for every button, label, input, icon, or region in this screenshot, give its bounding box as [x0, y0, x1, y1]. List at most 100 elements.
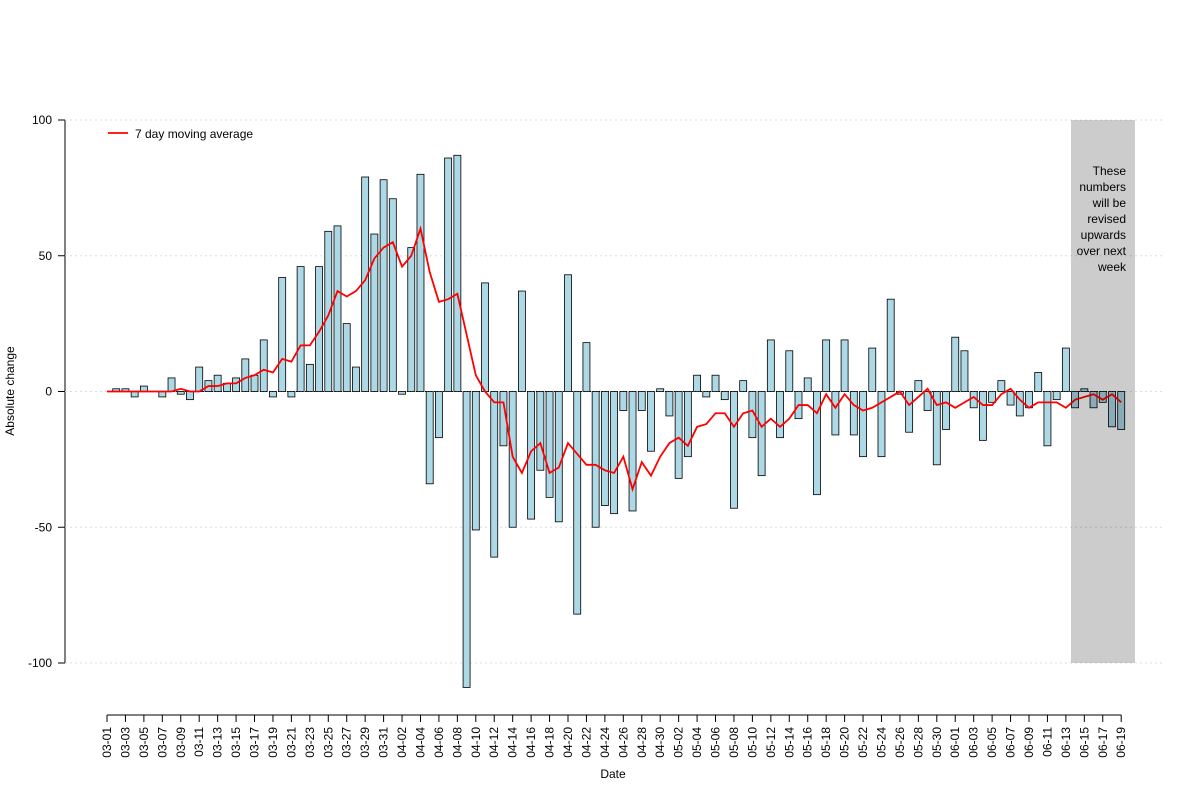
bar: [905, 391, 914, 433]
legend-label: 7 day moving average: [135, 127, 253, 141]
bar: [914, 380, 923, 392]
x-tick-label: 03-31: [377, 727, 391, 758]
revision-shade: [1071, 120, 1135, 663]
x-tick-label: 04-04: [413, 727, 427, 758]
y-tick-label: 50: [39, 249, 53, 263]
x-tick-label: 04-14: [506, 727, 520, 758]
x-tick-label: 06-13: [1059, 727, 1073, 758]
x-tick-label: 05-02: [672, 727, 686, 758]
moving-average-line: [107, 225, 1122, 493]
bar: [554, 391, 563, 523]
bar: [813, 391, 821, 496]
x-tick-label: 04-08: [450, 727, 464, 758]
bar: [471, 391, 480, 531]
bar: [1061, 347, 1070, 392]
bar: [1089, 391, 1098, 409]
bar: [518, 290, 526, 392]
bar: [259, 339, 268, 392]
x-tick-label: 04-02: [395, 727, 409, 758]
bar: [859, 391, 867, 458]
bar: [951, 336, 960, 392]
bar: [877, 391, 886, 458]
y-axis-label: Absolute change: [3, 346, 17, 436]
bar: [195, 366, 204, 392]
x-tick-label: 05-14: [782, 727, 796, 758]
bar: [1080, 388, 1089, 392]
bar: [1052, 391, 1061, 401]
annotation: These: [1093, 164, 1127, 178]
bar: [425, 391, 434, 485]
annotation: numbers: [1079, 180, 1126, 194]
x-tick-label: 03-09: [174, 727, 188, 758]
y-tick-label: 0: [45, 385, 52, 399]
x-tick-label: 05-30: [930, 727, 944, 758]
x-tick-label: 05-08: [727, 727, 741, 758]
bar: [545, 391, 554, 498]
bar: [730, 391, 738, 509]
bar: [803, 377, 812, 392]
x-tick-label: 04-18: [543, 727, 557, 758]
x-tick-label: 03-19: [266, 727, 280, 758]
x-tick-label: 06-05: [985, 727, 999, 758]
bar: [573, 391, 582, 615]
bar: [416, 173, 425, 392]
bar: [683, 391, 692, 458]
x-tick-label: 06-15: [1077, 727, 1091, 758]
bar: [213, 374, 222, 392]
x-tick-label: 05-12: [764, 727, 778, 758]
x-tick-label: 04-16: [524, 727, 538, 758]
bar: [932, 391, 941, 466]
x-tick-label: 06-09: [1022, 727, 1036, 758]
annotation: revised: [1087, 212, 1126, 226]
x-tick-label: 03-25: [321, 727, 335, 758]
x-tick-label: 06-01: [948, 727, 962, 758]
bar: [435, 391, 443, 439]
bar: [748, 391, 757, 439]
x-tick-label: 03-23: [303, 727, 317, 758]
bar: [693, 374, 701, 392]
bar: [840, 339, 849, 392]
bar: [278, 277, 287, 392]
bar: [287, 391, 296, 398]
x-tick-label: 05-06: [709, 727, 723, 758]
bar: [610, 391, 618, 515]
bar: [886, 298, 895, 392]
x-tick-label: 06-03: [967, 727, 981, 758]
bar: [453, 154, 462, 392]
bar: [296, 266, 305, 392]
bar: [407, 247, 416, 392]
x-tick-label: 04-28: [635, 727, 649, 758]
bar: [665, 391, 674, 417]
bar: [988, 391, 997, 403]
bar: [352, 366, 360, 392]
x-tick-label: 04-24: [598, 727, 612, 758]
x-tick-label: 05-10: [745, 727, 759, 758]
bar: [527, 391, 536, 520]
bar: [582, 342, 591, 392]
bar: [564, 274, 572, 392]
bar: [831, 391, 840, 436]
x-tick-label: 04-30: [653, 727, 667, 758]
bar: [536, 391, 545, 471]
bar: [379, 179, 388, 392]
bar: [444, 157, 453, 392]
x-tick-label: 06-17: [1096, 727, 1110, 758]
bar: [1043, 391, 1052, 447]
x-axis-label: Date: [600, 767, 626, 781]
x-tick-label: 03-01: [100, 727, 114, 758]
bar: [305, 363, 314, 392]
x-tick-label: 03-13: [211, 727, 225, 758]
bar: [232, 377, 240, 392]
x-tick-label: 04-10: [469, 727, 483, 758]
bar: [1006, 391, 1015, 406]
bar: [942, 391, 950, 430]
x-tick-label: 05-22: [856, 727, 870, 758]
bar: [720, 391, 729, 401]
bar: [1117, 391, 1126, 430]
x-tick-label: 05-16: [801, 727, 815, 758]
y-tick-label: -100: [28, 656, 52, 670]
bar: [342, 323, 351, 392]
bar: [333, 225, 342, 392]
bar: [269, 391, 277, 398]
